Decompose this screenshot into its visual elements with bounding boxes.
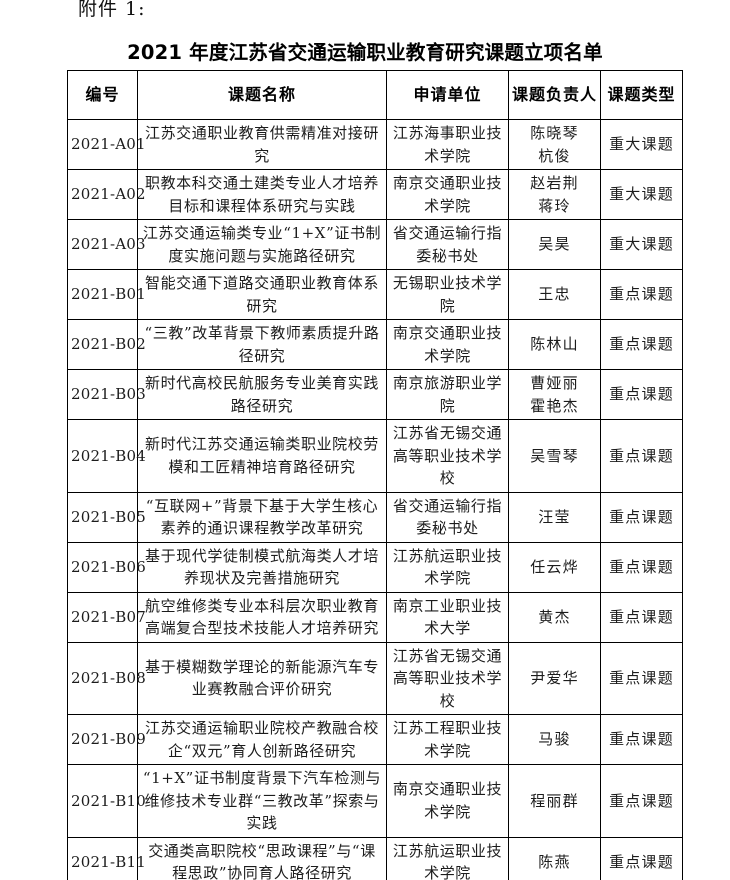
project-category: 重点课题 xyxy=(600,764,683,838)
project-leader: 吴雪琴 xyxy=(508,419,601,493)
table-header-row: 编号 课题名称 申请单位 课题负责人 课题类型 xyxy=(67,70,683,120)
project-id: 2021-B01 xyxy=(67,269,146,320)
project-title: 交通类高职院校“思政课程”与“课程思政”协同育人路径研究 xyxy=(137,837,387,880)
project-category: 重点课题 xyxy=(600,542,683,593)
table-row: 2021-B07 航空维修类专业本科层次职业教育高端复合型技术技能人才培养研究 南京… xyxy=(67,592,683,643)
attachment-label: 附件 1: xyxy=(78,0,146,20)
project-title: 江苏交通职业教育供需精准对接研究 xyxy=(137,119,387,170)
column-header-unit: 申请单位 xyxy=(386,70,509,120)
column-header-person: 课题负责人 xyxy=(508,70,601,120)
table-body: 2021-A01 江苏交通职业教育供需精准对接研究 江苏海事职业技术学院 陈晓琴 杭俊… xyxy=(67,119,683,880)
project-id: 2021-B03 xyxy=(67,369,146,420)
applicant-unit: 江苏省无锡交通高等职业技术学校 xyxy=(386,642,509,715)
project-leader: 汪莹 xyxy=(508,492,601,543)
project-id: 2021-B09 xyxy=(67,714,146,765)
applicant-unit: 江苏航运职业技术学院 xyxy=(386,837,509,880)
project-category: 重点课题 xyxy=(600,714,683,765)
table-row: 2021-A02 职教本科交通土建类专业人才培养目标和课程体系研究与实践 南京交通职… xyxy=(67,169,683,220)
applicant-unit: 江苏省无锡交通高等职业技术学校 xyxy=(386,419,509,493)
applicant-unit: 南京旅游职业学院 xyxy=(386,369,509,420)
project-id: 2021-B07 xyxy=(67,592,146,643)
project-leader: 赵岩荆 蒋玲 xyxy=(508,169,601,220)
project-id: 2021-B06 xyxy=(67,542,146,593)
project-leader: 吴昊 xyxy=(508,219,601,270)
page-title: 2021 年度江苏省交通运输职业教育研究课题立项名单 xyxy=(127,41,603,64)
applicant-unit: 南京交通职业技术学院 xyxy=(386,764,509,838)
applicant-unit: 南京工业职业技术大学 xyxy=(386,592,509,643)
project-id: 2021-B02 xyxy=(67,319,146,370)
table-row: 2021-B08 基于模糊数学理论的新能源汽车专业赛教融合评价研究 江苏省无锡交通高… xyxy=(67,642,683,715)
project-leader: 王忠 xyxy=(508,269,601,320)
project-leader: 尹爱华 xyxy=(508,642,601,715)
table-row: 2021-B03 新时代高校民航服务专业美育实践路径研究 南京旅游职业学院 曹娅丽 霍… xyxy=(67,369,683,420)
table-row: 2021-B11 交通类高职院校“思政课程”与“课程思政”协同育人路径研究 江苏航运… xyxy=(67,837,683,880)
project-id: 2021-A03 xyxy=(67,219,146,270)
table-header: 编号 课题名称 申请单位 课题负责人 课题类型 xyxy=(67,70,683,120)
column-header-id: 编号 xyxy=(67,70,138,120)
table-row: 2021-B04 新时代江苏交通运输类职业院校劳模和工匠精神培育路径研究 江苏省无锡… xyxy=(67,419,683,493)
project-leader: 程丽群 xyxy=(508,764,601,838)
project-leader: 陈林山 xyxy=(508,319,601,370)
project-title: 新时代江苏交通运输类职业院校劳模和工匠精神培育路径研究 xyxy=(137,419,387,493)
project-category: 重大课题 xyxy=(600,219,683,270)
project-leader: 曹娅丽 霍艳杰 xyxy=(508,369,601,420)
project-title: 基于现代学徒制模式航海类人才培养现状及完善措施研究 xyxy=(137,542,387,593)
project-title: 江苏交通运输类专业“1+X”证书制度实施问题与实施路径研究 xyxy=(137,219,387,270)
table-row: 2021-B02 “三教”改革背景下教师素质提升路径研究 南京交通职业技术学院 陈林山… xyxy=(67,319,683,370)
project-title: 职教本科交通土建类专业人才培养目标和课程体系研究与实践 xyxy=(137,169,387,220)
project-category: 重点课题 xyxy=(600,642,683,715)
project-category: 重点课题 xyxy=(600,419,683,493)
applicant-unit: 江苏航运职业技术学院 xyxy=(386,542,509,593)
project-category: 重点课题 xyxy=(600,492,683,543)
project-leader: 任云烨 xyxy=(508,542,601,593)
table-row: 2021-B06 基于现代学徒制模式航海类人才培养现状及完善措施研究 江苏航运职业技… xyxy=(67,542,683,593)
applicant-unit: 江苏工程职业技术学院 xyxy=(386,714,509,765)
project-leader: 马骏 xyxy=(508,714,601,765)
column-header-title: 课题名称 xyxy=(137,70,387,120)
project-id: 2021-B04 xyxy=(67,419,146,493)
applicant-unit: 南京交通职业技术学院 xyxy=(386,169,509,220)
project-category: 重点课题 xyxy=(600,837,683,880)
project-title: 基于模糊数学理论的新能源汽车专业赛教融合评价研究 xyxy=(137,642,387,715)
project-id: 2021-B05 xyxy=(67,492,146,543)
project-id: 2021-A02 xyxy=(67,169,146,220)
project-category: 重大课题 xyxy=(600,169,683,220)
project-id: 2021-B08 xyxy=(67,642,146,715)
project-listing-table-wrapper: 编号 课题名称 申请单位 课题负责人 课题类型 2021-A01 江苏交通职业教育… xyxy=(67,70,683,880)
project-title: “互联网+”背景下基于大学生核心素养的通识课程教学改革研究 xyxy=(137,492,387,543)
applicant-unit: 省交通运输行指委秘书处 xyxy=(386,492,509,543)
applicant-unit: 南京交通职业技术学院 xyxy=(386,319,509,370)
project-title: 智能交通下道路交通职业教育体系研究 xyxy=(137,269,387,320)
project-title: “三教”改革背景下教师素质提升路径研究 xyxy=(137,319,387,370)
table-row: 2021-B05 “互联网+”背景下基于大学生核心素养的通识课程教学改革研究 省交通… xyxy=(67,492,683,543)
project-title: “1+X”证书制度背景下汽车检测与维修技术专业群“三教改革”探索与实践 xyxy=(137,764,387,838)
project-id: 2021-A01 xyxy=(67,119,146,170)
table-row: 2021-B10 “1+X”证书制度背景下汽车检测与维修技术专业群“三教改革”探索… xyxy=(67,764,683,838)
table-row: 2021-B09 江苏交通运输职业院校产教融合校企“双元”育人创新路径研究 江苏工程… xyxy=(67,714,683,765)
table-row: 2021-B01 智能交通下道路交通职业教育体系研究 无锡职业技术学院 王忠 重点课题 xyxy=(67,269,683,320)
applicant-unit: 江苏海事职业技术学院 xyxy=(386,119,509,170)
project-title: 航空维修类专业本科层次职业教育高端复合型技术技能人才培养研究 xyxy=(137,592,387,643)
project-leader: 陈燕 xyxy=(508,837,601,880)
project-title: 新时代高校民航服务专业美育实践路径研究 xyxy=(137,369,387,420)
project-category: 重点课题 xyxy=(600,319,683,370)
project-id: 2021-B10 xyxy=(67,764,146,838)
project-category: 重点课题 xyxy=(600,592,683,643)
project-category: 重大课题 xyxy=(600,119,683,170)
project-category: 重点课题 xyxy=(600,269,683,320)
applicant-unit: 省交通运输行指委秘书处 xyxy=(386,219,509,270)
column-header-type: 课题类型 xyxy=(600,70,683,120)
project-leader: 黄杰 xyxy=(508,592,601,643)
table-row: 2021-A03 江苏交通运输类专业“1+X”证书制度实施问题与实施路径研究 省交通… xyxy=(67,219,683,270)
project-id: 2021-B11 xyxy=(67,837,146,880)
project-listing-table: 编号 课题名称 申请单位 课题负责人 课题类型 2021-A01 江苏交通职业教育… xyxy=(67,70,683,880)
applicant-unit: 无锡职业技术学院 xyxy=(386,269,509,320)
project-category: 重点课题 xyxy=(600,369,683,420)
project-title: 江苏交通运输职业院校产教融合校企“双元”育人创新路径研究 xyxy=(137,714,387,765)
table-row: 2021-A01 江苏交通职业教育供需精准对接研究 江苏海事职业技术学院 陈晓琴 杭俊… xyxy=(67,119,683,170)
project-leader: 陈晓琴 杭俊 xyxy=(508,119,601,170)
